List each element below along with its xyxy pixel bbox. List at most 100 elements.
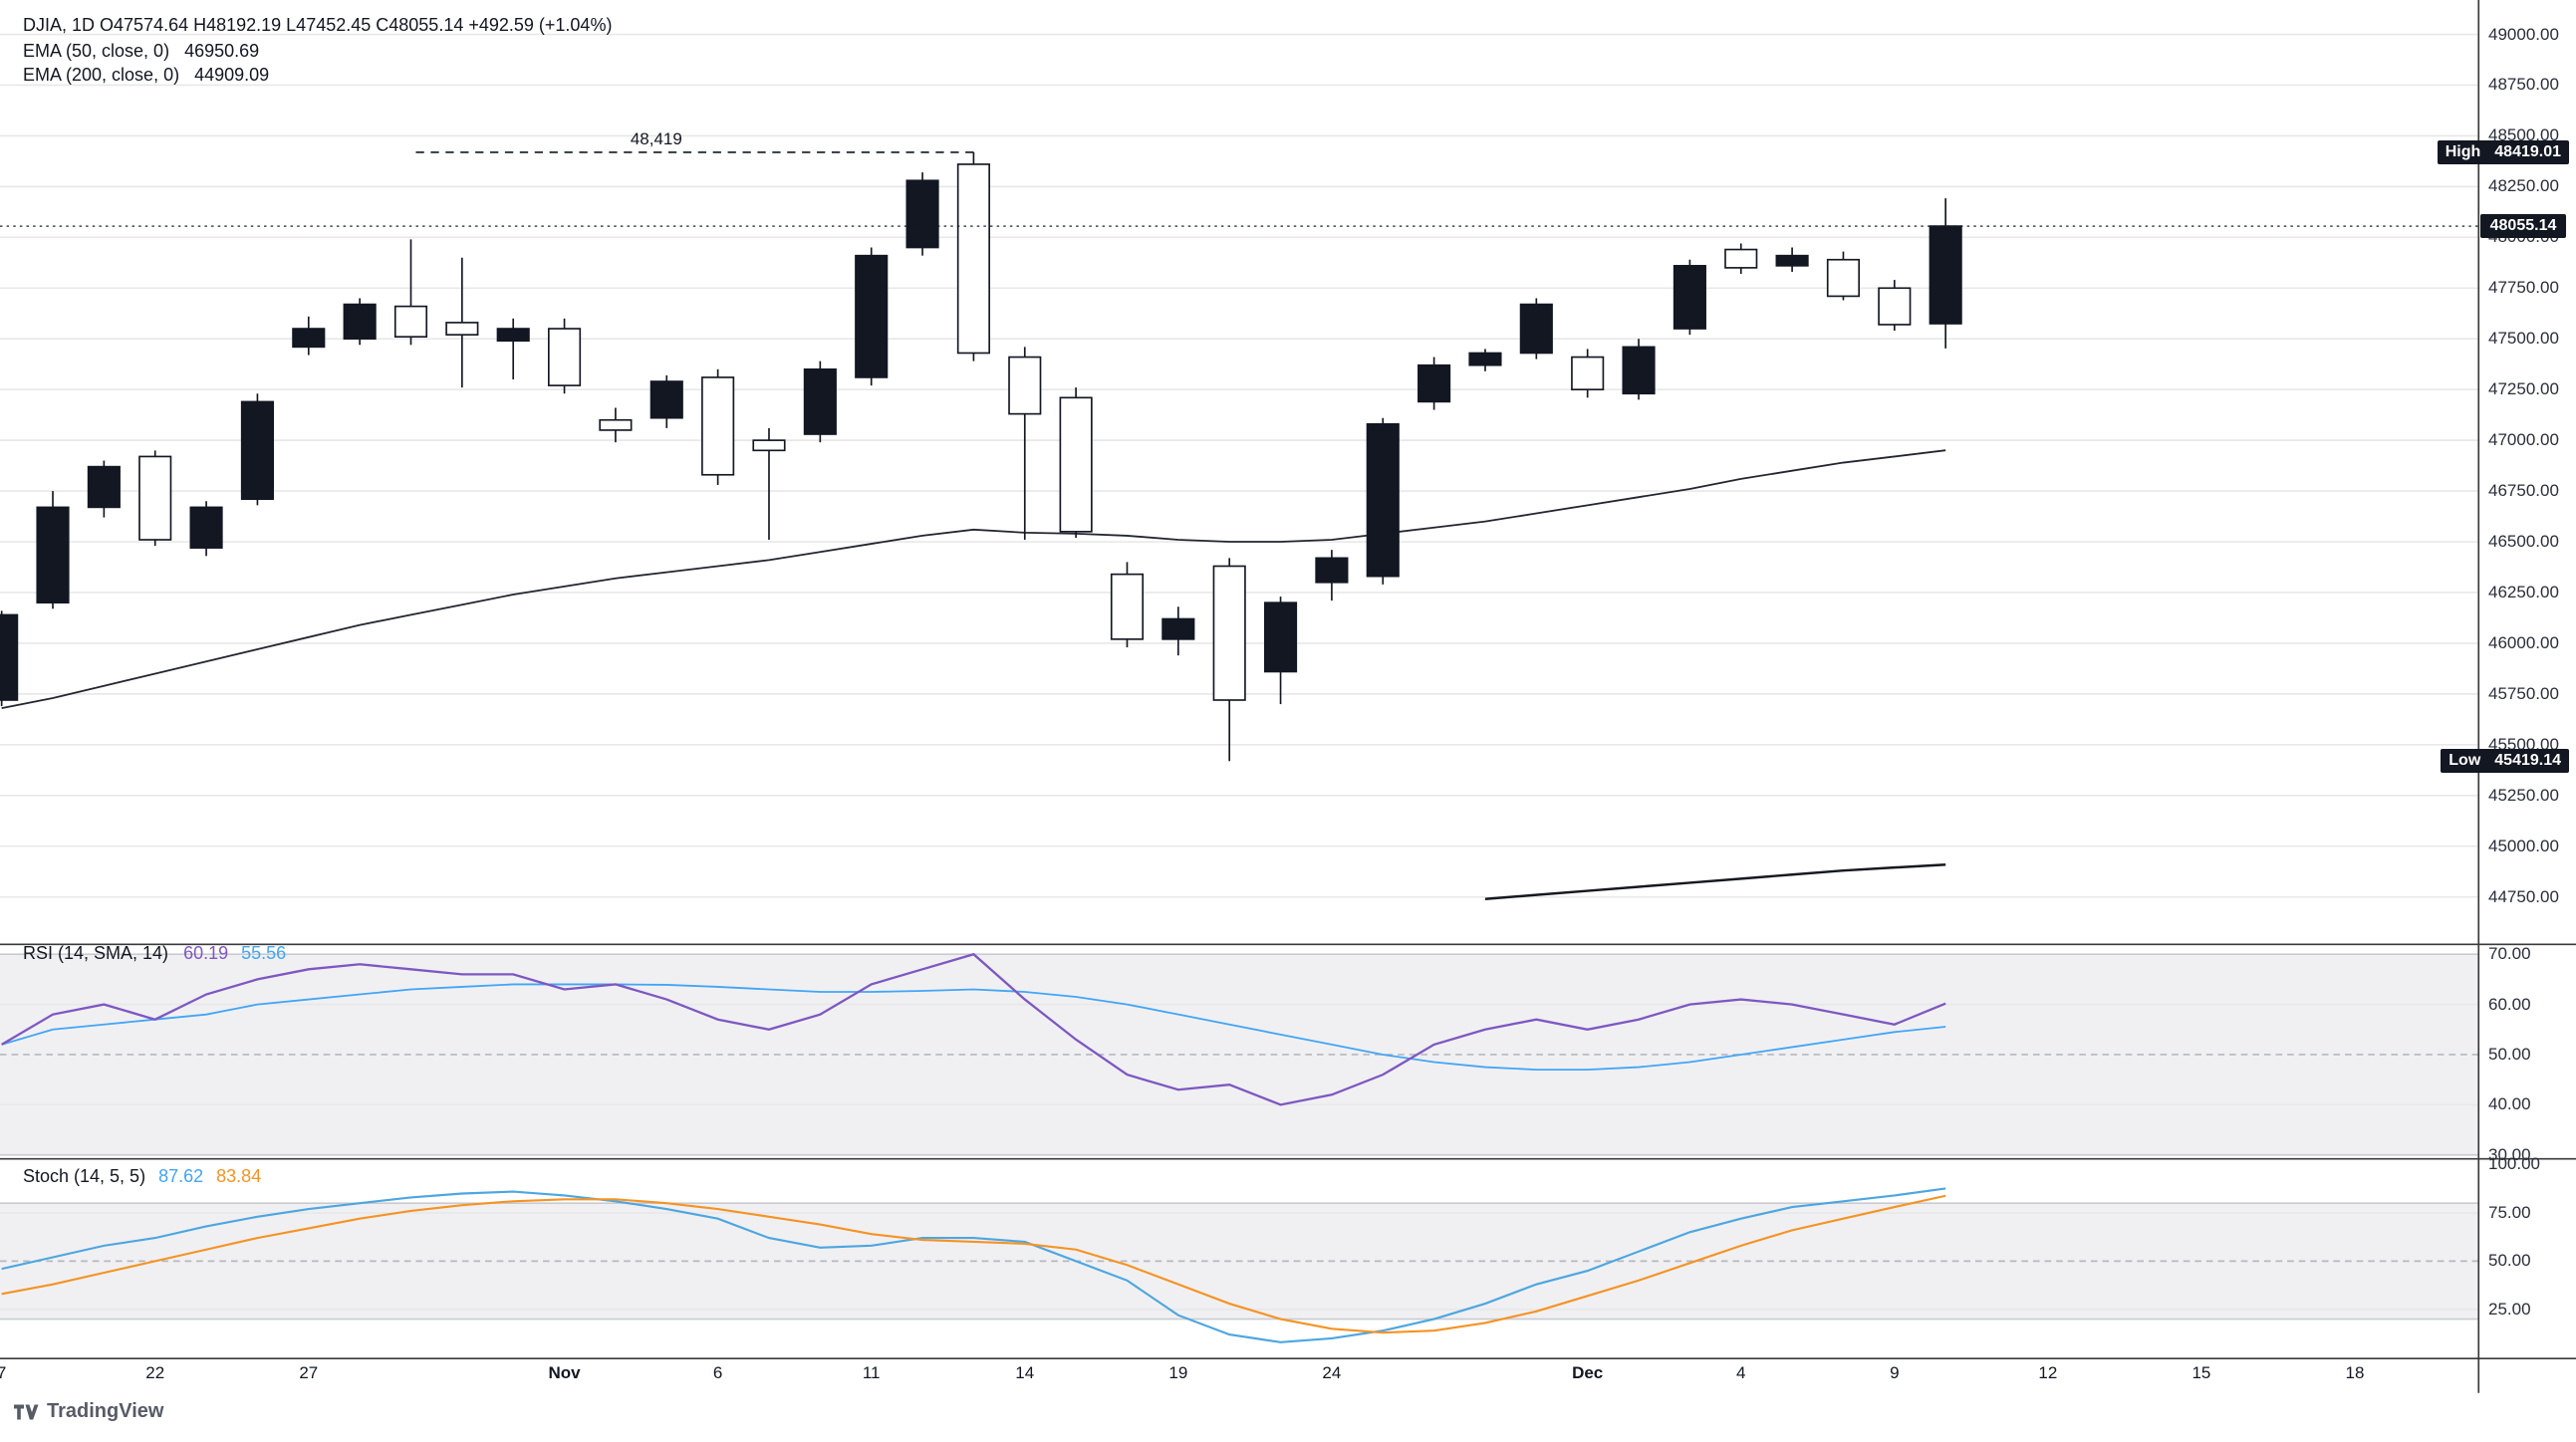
ema50-legend[interactable]: EMA (50, close, 0) 46950.69 <box>23 40 259 62</box>
candle[interactable] <box>1366 422 1400 578</box>
candle[interactable] <box>0 613 19 701</box>
rsi-axis-label[interactable]: 40.00 <box>2488 1094 2531 1114</box>
time-axis-label[interactable]: Nov <box>548 1363 581 1382</box>
candle[interactable] <box>1826 258 1861 298</box>
time-axis-label[interactable]: 12 <box>2038 1363 2058 1382</box>
rsi-axis-label[interactable]: 30.00 <box>2488 1144 2531 1164</box>
time-axis-label[interactable]: 27 <box>299 1363 319 1382</box>
candle[interactable] <box>599 418 633 431</box>
candle[interactable] <box>752 439 786 452</box>
candle[interactable] <box>1622 346 1656 395</box>
price-axis-label[interactable]: 45750.00 <box>2488 683 2559 703</box>
time-axis-label[interactable]: 22 <box>145 1363 165 1382</box>
price-axis-label[interactable]: 46250.00 <box>2488 582 2559 601</box>
price-axis-label[interactable]: 47000.00 <box>2488 430 2559 450</box>
price-axis-label[interactable]: 48500.00 <box>2488 125 2559 145</box>
price-axis-label[interactable]: 44750.00 <box>2488 886 2559 906</box>
ohlc-line: DJIA, 1D O47574.64 H48192.19 L47452.45 C… <box>23 15 613 35</box>
price-axis-label[interactable]: 45500.00 <box>2488 734 2559 754</box>
candle[interactable] <box>496 328 530 343</box>
candle[interactable] <box>1571 356 1605 390</box>
candle[interactable] <box>1519 303 1553 355</box>
candle[interactable] <box>701 376 735 476</box>
candle[interactable] <box>1315 557 1349 584</box>
candle[interactable] <box>855 254 889 378</box>
price-axis-label[interactable]: 46500.00 <box>2488 532 2559 552</box>
candle[interactable] <box>1417 363 1451 403</box>
rsi-line[interactable] <box>1 952 1946 1106</box>
candle[interactable] <box>393 305 428 339</box>
price-axis-label[interactable]: 45000.00 <box>2488 836 2559 855</box>
time-axis-label[interactable]: 19 <box>1168 1363 1188 1382</box>
candle[interactable] <box>803 367 837 435</box>
time-axis-label[interactable]: 14 <box>1015 1363 1035 1382</box>
candle[interactable] <box>445 322 479 336</box>
candle[interactable] <box>1929 225 1962 325</box>
rsi-sma-line[interactable] <box>1 983 1946 1071</box>
high-line-price-label[interactable]: 48,419 <box>630 128 682 148</box>
candle[interactable] <box>548 328 582 386</box>
stoch-axis-label[interactable]: 100.00 <box>2488 1154 2540 1174</box>
price-axis-label[interactable]: 48250.00 <box>2488 176 2559 196</box>
candle[interactable] <box>1673 265 1706 330</box>
candle[interactable] <box>649 380 683 419</box>
candle[interactable] <box>1008 356 1042 415</box>
time-axis-label[interactable]: 6 <box>712 1363 723 1382</box>
stoch-axis-label[interactable]: 25.00 <box>2488 1299 2531 1319</box>
price-axis-label[interactable]: 48750.00 <box>2488 75 2559 95</box>
tradingview-logo[interactable]: TradingView <box>14 1400 163 1423</box>
price-axis-label[interactable]: 47750.00 <box>2488 278 2559 298</box>
ema200-line[interactable] <box>1484 863 1946 900</box>
time-axis-label[interactable]: 24 <box>1322 1363 1342 1382</box>
stoch-axis-label[interactable]: 50.00 <box>2488 1251 2531 1271</box>
candle[interactable] <box>905 179 939 249</box>
tradingview-logo-text: TradingView <box>47 1400 164 1422</box>
candle[interactable] <box>240 400 275 501</box>
time-axis-label[interactable]: 9 <box>1890 1363 1900 1382</box>
candle[interactable] <box>87 465 121 509</box>
ema50-value: 46950.69 <box>184 41 260 61</box>
candle[interactable] <box>1110 573 1145 640</box>
candle[interactable] <box>956 163 990 355</box>
time-axis-label[interactable]: 11 <box>862 1363 881 1382</box>
candle[interactable] <box>343 303 377 341</box>
stoch-k-line[interactable] <box>1 1187 1946 1343</box>
ema50-line[interactable] <box>1 449 1946 710</box>
candle[interactable] <box>189 506 223 549</box>
stoch-d-value: 83.84 <box>216 1166 262 1186</box>
stoch-legend[interactable]: Stoch (14, 5, 5) 87.62 83.84 <box>23 1165 261 1187</box>
rsi-legend[interactable]: RSI (14, SMA, 14) 60.19 55.56 <box>23 942 286 964</box>
price-axis-label[interactable]: 46000.00 <box>2488 632 2559 652</box>
candle[interactable] <box>36 506 70 603</box>
candle[interactable] <box>1724 248 1758 269</box>
price-axis-label[interactable]: 45250.00 <box>2488 785 2559 805</box>
candle[interactable] <box>292 328 326 349</box>
price-axis-label[interactable]: 49000.00 <box>2488 24 2559 44</box>
time-axis-label[interactable]: 7 <box>0 1363 7 1382</box>
price-axis-label[interactable]: 47500.00 <box>2488 329 2559 349</box>
rsi-axis-label[interactable]: 50.00 <box>2488 1044 2531 1064</box>
time-axis-label[interactable]: 18 <box>2345 1363 2365 1382</box>
candle[interactable] <box>1878 287 1912 326</box>
stoch-axis-label[interactable]: 75.00 <box>2488 1202 2531 1222</box>
price-axis-label[interactable]: 47250.00 <box>2488 379 2559 399</box>
time-axis-label[interactable]: Dec <box>1572 1363 1604 1382</box>
candle[interactable] <box>138 455 172 541</box>
price-axis-label[interactable]: 46750.00 <box>2488 481 2559 501</box>
rsi-axis-label[interactable]: 70.00 <box>2488 944 2531 964</box>
ema200-legend[interactable]: EMA (200, close, 0) 44909.09 <box>23 64 269 86</box>
time-axis-label[interactable]: 4 <box>1736 1363 1746 1382</box>
stoch-d-line[interactable] <box>1 1194 1946 1334</box>
candle[interactable] <box>1059 396 1093 533</box>
candle[interactable] <box>1468 352 1502 366</box>
candle[interactable] <box>1263 601 1298 673</box>
symbol-ohlc-legend[interactable]: DJIA, 1D O47574.64 H48192.19 L47452.45 C… <box>23 14 612 36</box>
rsi-axis-label[interactable]: 60.00 <box>2488 994 2531 1014</box>
time-axis-label[interactable]: 15 <box>2191 1363 2211 1382</box>
candle[interactable] <box>1775 254 1809 267</box>
candle[interactable] <box>1161 617 1195 640</box>
candle[interactable] <box>1212 565 1246 701</box>
